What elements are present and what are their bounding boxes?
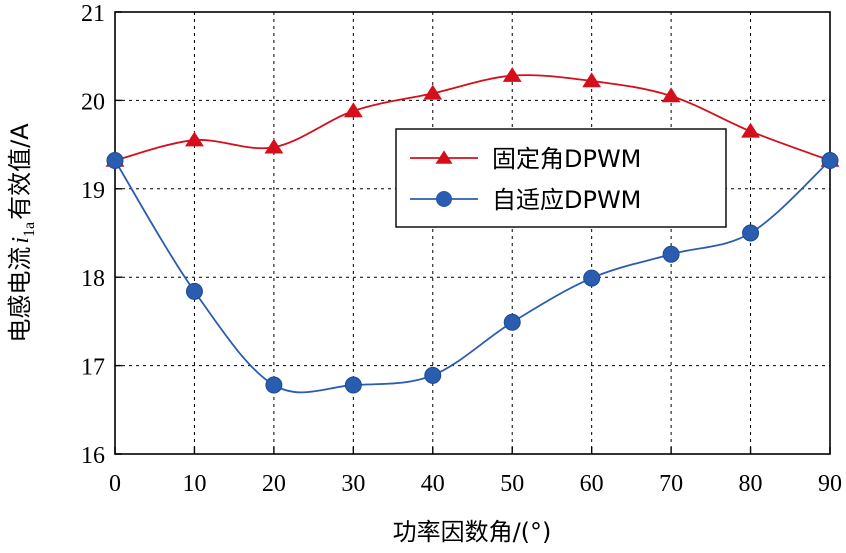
y-axis-label: 电感电流 i1a 有效值/A — [6, 123, 38, 343]
x-tick-label: 80 — [739, 471, 763, 497]
y-tick-label: 17 — [81, 355, 105, 381]
x-tick-label: 90 — [818, 471, 842, 497]
series-1-point — [741, 122, 760, 138]
x-tick-label: 30 — [341, 471, 365, 497]
series-1-line — [114, 74, 831, 162]
x-tick-label: 70 — [659, 471, 683, 497]
x-tick-label: 20 — [262, 471, 286, 497]
series-1-point — [423, 84, 443, 100]
series-2-point — [265, 376, 283, 394]
series-1-point — [502, 67, 522, 82]
legend: 固定角DPWM 自适应DPWM — [395, 128, 727, 228]
series-1-point — [185, 131, 204, 147]
y-axis-label-subscript: 1a — [21, 222, 38, 237]
legend-label-series-2: 自适应DPWM — [492, 186, 641, 214]
x-tick-label: 60 — [580, 471, 604, 497]
series-1-point — [661, 87, 681, 103]
series-1-point — [582, 72, 602, 88]
y-tick-label: 18 — [81, 266, 105, 292]
series-2-point — [424, 366, 442, 384]
series-1-point — [264, 138, 284, 154]
plot-frame — [114, 11, 831, 455]
grid — [115, 12, 830, 454]
y-tick-label: 21 — [81, 1, 105, 27]
y-tick-label: 20 — [81, 89, 105, 115]
x-tick-label: 50 — [500, 471, 524, 497]
series-2-point — [583, 269, 601, 287]
x-tick-label: 10 — [182, 471, 206, 497]
series-2-point — [344, 376, 362, 394]
legend-box — [395, 128, 727, 228]
legend-marker-series-1 — [435, 150, 453, 164]
y-axis-label-after: 有效值/A — [6, 123, 34, 220]
ticks: 0 10 20 30 40 50 60 70 80 90 16 17 18 19 20 21 — [81, 1, 842, 497]
x-axis-label: 功率因数角/(°) — [393, 518, 552, 546]
y-axis-label-symbol: i — [8, 237, 34, 244]
x-tick-label: 0 — [109, 471, 121, 497]
series-2-point — [662, 245, 680, 263]
series-1-point — [343, 102, 363, 118]
series — [105, 67, 840, 394]
y-tick-label: 16 — [81, 443, 105, 469]
series-2-point — [185, 282, 203, 300]
series-2-point — [742, 224, 760, 242]
legend-marker-series-2 — [436, 191, 452, 207]
x-tick-label: 40 — [421, 471, 445, 497]
series-2-point — [106, 152, 124, 170]
series-2-point — [503, 313, 521, 331]
y-tick-label: 19 — [81, 178, 105, 204]
legend-label-series-1: 固定角DPWM — [492, 145, 641, 173]
series-2-line — [114, 159, 831, 394]
series-2-point — [821, 152, 839, 170]
y-axis-label-before: 电感电流 — [6, 247, 34, 343]
